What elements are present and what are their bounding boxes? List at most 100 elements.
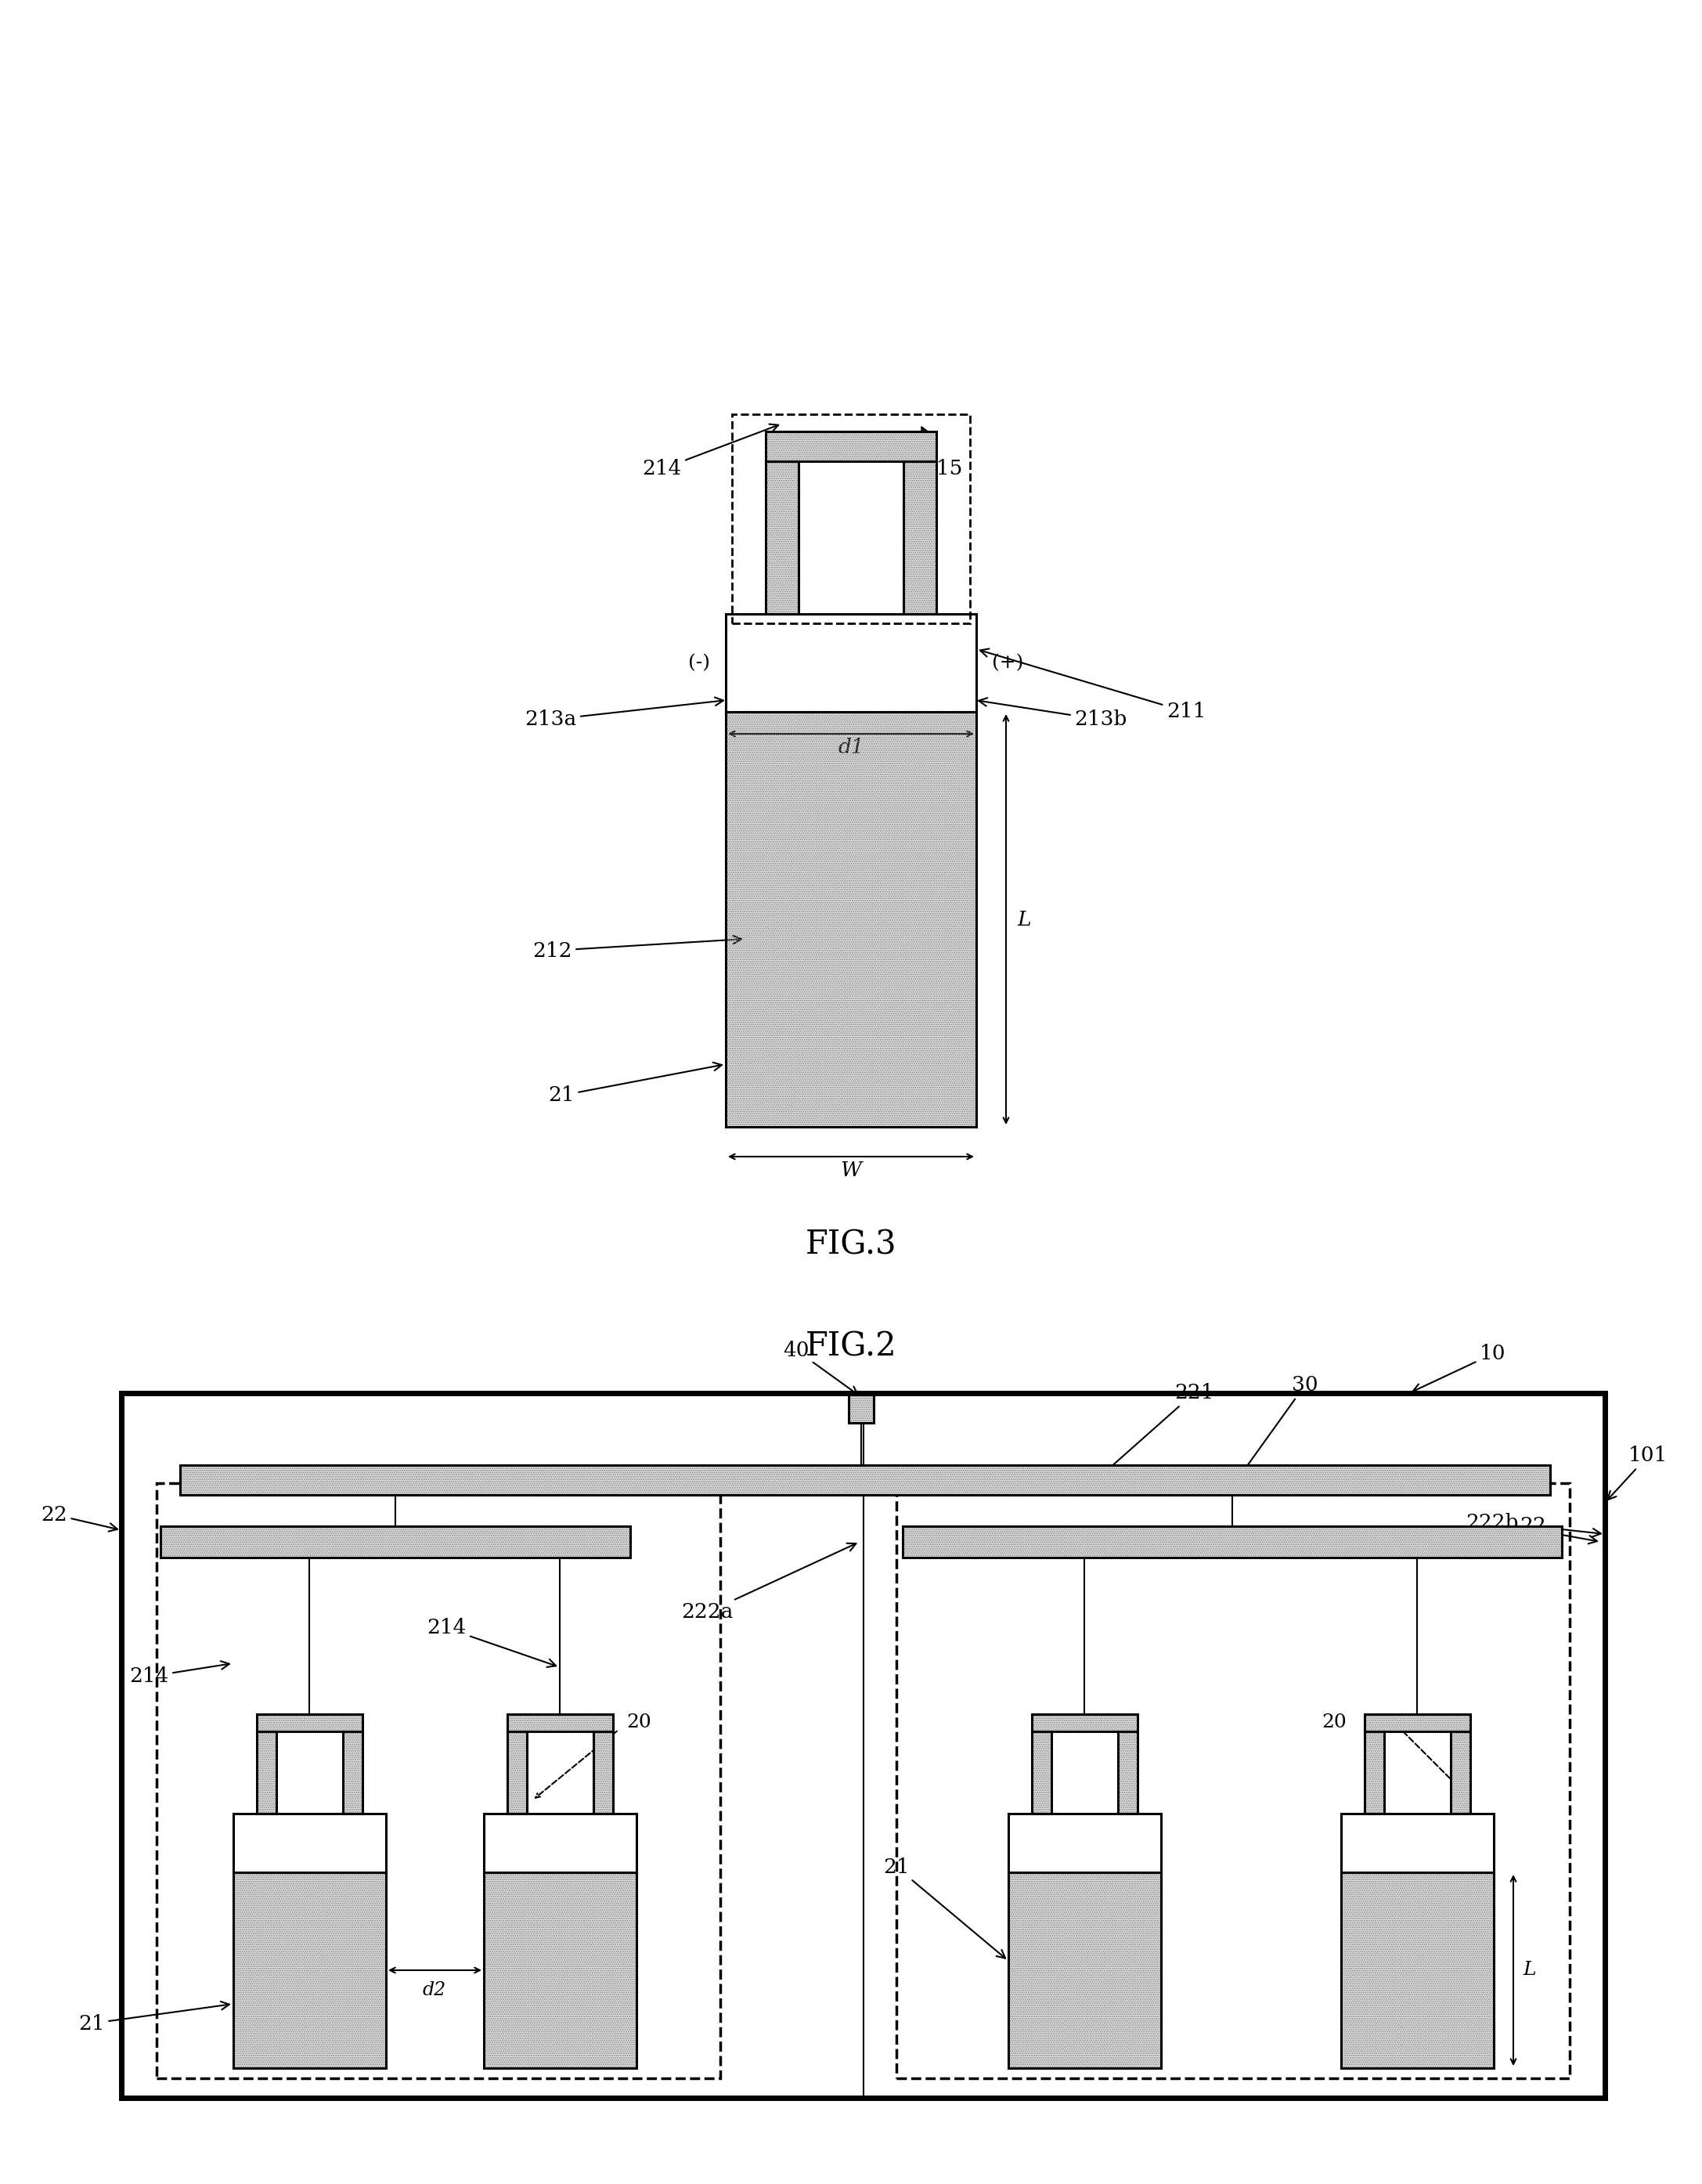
Bar xyxy=(233,1872,386,2068)
Bar xyxy=(1341,1872,1494,2068)
Bar xyxy=(1365,1714,1471,1732)
Bar xyxy=(507,1714,613,1732)
Bar xyxy=(180,1465,1551,1494)
Bar xyxy=(1341,1872,1494,2068)
Bar xyxy=(1008,1872,1161,2068)
Bar xyxy=(849,1393,873,1422)
Text: 22: 22 xyxy=(1520,1516,1602,1538)
Bar xyxy=(1008,1872,1161,2068)
Text: 21: 21 xyxy=(78,2001,230,2033)
Text: 212: 212 xyxy=(533,935,742,961)
Bar xyxy=(725,614,977,712)
Bar xyxy=(1365,1732,1384,1813)
Bar xyxy=(233,1872,386,2068)
Text: 221: 221 xyxy=(1099,1382,1214,1476)
Bar xyxy=(725,712,977,1127)
Bar xyxy=(725,712,977,1127)
Bar xyxy=(725,712,977,1127)
Bar xyxy=(904,461,936,614)
Text: 213b: 213b xyxy=(979,699,1127,729)
Bar xyxy=(594,1732,613,1813)
Bar xyxy=(483,1872,637,2068)
Bar xyxy=(1031,1714,1137,1732)
Text: 214: 214 xyxy=(427,1618,557,1666)
Text: 213a: 213a xyxy=(524,697,723,729)
Bar xyxy=(1365,1732,1384,1813)
Text: (+): (+) xyxy=(992,655,1023,673)
Bar xyxy=(342,1732,363,1813)
Bar xyxy=(904,461,936,614)
Bar xyxy=(594,1732,613,1813)
Text: d2: d2 xyxy=(422,1981,446,1998)
Bar xyxy=(594,1732,613,1813)
Bar xyxy=(902,1527,1562,1557)
Text: 40: 40 xyxy=(783,1341,858,1396)
Text: 22: 22 xyxy=(41,1505,117,1531)
Bar xyxy=(902,1527,1562,1557)
Bar xyxy=(1365,1714,1471,1732)
Bar xyxy=(1031,1732,1052,1813)
Bar xyxy=(342,1732,363,1813)
Bar xyxy=(257,1714,363,1732)
Bar xyxy=(160,1527,630,1557)
Bar xyxy=(849,1393,873,1422)
Text: 214: 214 xyxy=(642,424,778,478)
Bar xyxy=(180,1465,1551,1494)
Text: (-): (-) xyxy=(688,655,710,673)
Bar xyxy=(904,461,936,614)
Bar xyxy=(507,1714,613,1732)
Text: FIG.3: FIG.3 xyxy=(805,1230,897,1262)
Bar xyxy=(1031,1714,1137,1732)
Text: 214: 214 xyxy=(129,1662,230,1686)
Bar xyxy=(1031,1732,1052,1813)
Bar xyxy=(1118,1732,1137,1813)
Text: 30: 30 xyxy=(1239,1376,1317,1476)
Text: L: L xyxy=(1018,909,1031,928)
Text: FIG.2: FIG.2 xyxy=(805,1330,897,1363)
Bar xyxy=(257,1714,363,1732)
Bar xyxy=(257,1714,363,1732)
Text: 21: 21 xyxy=(883,1856,1006,1959)
Text: L: L xyxy=(1523,1961,1535,1979)
Bar xyxy=(342,1732,363,1813)
Text: W: W xyxy=(841,1162,861,1182)
Bar xyxy=(1450,1732,1471,1813)
Bar xyxy=(1008,1813,1161,1872)
Bar xyxy=(902,1527,1562,1557)
Bar xyxy=(507,1714,613,1732)
Bar xyxy=(1031,1714,1137,1732)
Bar xyxy=(1450,1732,1471,1813)
Bar xyxy=(766,461,798,614)
Bar xyxy=(1118,1732,1137,1813)
Bar xyxy=(1450,1732,1471,1813)
Bar xyxy=(1008,1872,1161,2068)
Bar xyxy=(483,1813,637,1872)
Bar xyxy=(766,432,936,461)
Bar xyxy=(732,415,970,622)
Text: 222b: 222b xyxy=(1465,1514,1596,1544)
Text: 215: 215 xyxy=(922,428,963,478)
Bar xyxy=(507,1732,528,1813)
Text: 21: 21 xyxy=(548,1061,722,1105)
Bar xyxy=(507,1732,528,1813)
Bar xyxy=(257,1732,276,1813)
Bar xyxy=(160,1527,630,1557)
Bar xyxy=(766,432,936,461)
Bar xyxy=(1118,1732,1137,1813)
Bar xyxy=(766,461,798,614)
Bar xyxy=(1365,1732,1384,1813)
Text: 101: 101 xyxy=(1608,1446,1668,1500)
Bar xyxy=(1341,1813,1494,1872)
Text: 222a: 222a xyxy=(681,1544,856,1623)
Bar xyxy=(766,432,936,461)
Bar xyxy=(160,1527,630,1557)
Bar xyxy=(257,1732,276,1813)
Bar xyxy=(897,1483,1569,2079)
Bar xyxy=(507,1732,528,1813)
Bar xyxy=(483,1872,637,2068)
Bar xyxy=(1365,1714,1471,1732)
Bar xyxy=(1341,1872,1494,2068)
Bar xyxy=(849,1393,873,1422)
Text: 10: 10 xyxy=(1413,1343,1506,1391)
Bar xyxy=(766,461,798,614)
